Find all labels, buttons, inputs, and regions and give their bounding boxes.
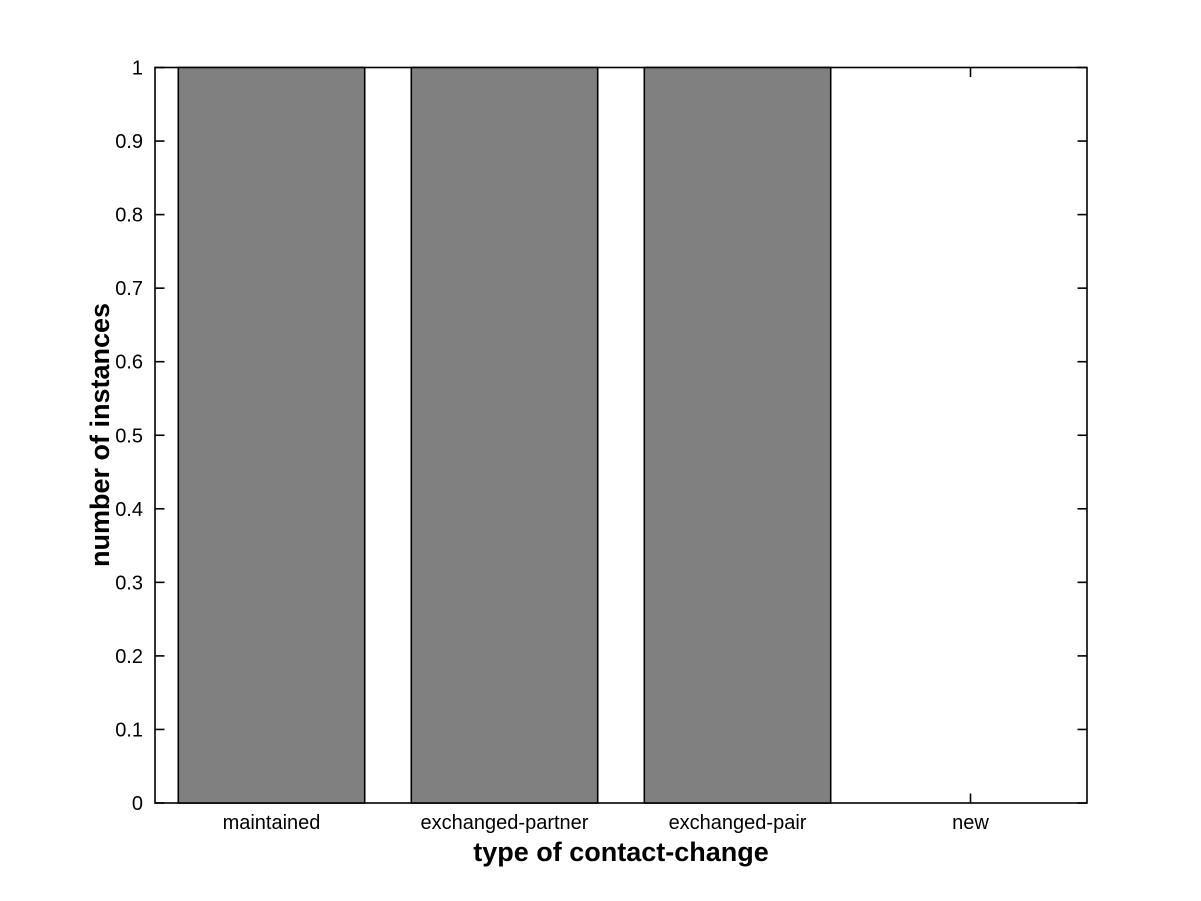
x-tick-label: maintained	[223, 812, 321, 834]
y-tick-label: 0.2	[115, 646, 143, 668]
y-tick-label: 0.7	[115, 278, 143, 300]
y-tick-label: 0.4	[115, 499, 143, 521]
y-tick-label: 0	[132, 793, 143, 815]
tick-labels-layer: 0 0.1 0.2 0.3 0.4 0.5 0.6 0.7 0.8 0.9 1 maintained e…	[115, 58, 989, 835]
y-tick-label: 0.3	[115, 572, 143, 594]
y-tick-label: 1	[132, 58, 143, 80]
x-tick-label: new	[952, 812, 989, 834]
y-tick-label: 0.1	[115, 719, 143, 741]
bar-maintained	[177, 66, 366, 804]
x-tick-label: exchanged-partner	[421, 812, 589, 834]
y-tick-label: 0.5	[115, 425, 143, 447]
y-axis-label: number of instances	[85, 303, 115, 567]
y-tick-label: 0.6	[115, 352, 143, 374]
x-tick-label: exchanged-pair	[669, 812, 807, 834]
x-axis-label: type of contact-change	[473, 837, 769, 867]
y-tick-label: 0.8	[115, 205, 143, 227]
bar-exchanged-partner	[410, 66, 599, 804]
bars-layer	[177, 66, 832, 804]
y-tick-label: 0.9	[115, 131, 143, 153]
bar-exchanged-pair	[643, 66, 832, 804]
